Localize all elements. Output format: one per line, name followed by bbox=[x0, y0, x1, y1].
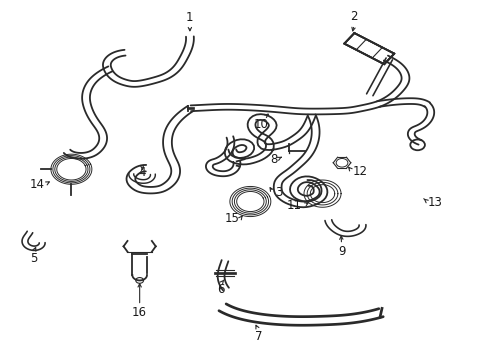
Text: 5: 5 bbox=[30, 252, 37, 265]
Text: 9: 9 bbox=[338, 245, 345, 258]
Text: 3: 3 bbox=[274, 186, 282, 199]
Text: 8: 8 bbox=[269, 153, 277, 166]
Text: 2: 2 bbox=[350, 10, 357, 23]
Text: 11: 11 bbox=[286, 199, 302, 212]
Text: 7: 7 bbox=[255, 329, 263, 343]
Text: 1: 1 bbox=[186, 11, 193, 24]
Text: 14: 14 bbox=[29, 178, 44, 191]
Text: 16: 16 bbox=[132, 306, 147, 319]
Text: 10: 10 bbox=[254, 118, 268, 131]
Text: 13: 13 bbox=[427, 196, 441, 209]
Text: 6: 6 bbox=[217, 283, 224, 296]
Text: 4: 4 bbox=[138, 166, 145, 179]
Text: 12: 12 bbox=[352, 165, 367, 177]
Text: 15: 15 bbox=[224, 212, 239, 225]
